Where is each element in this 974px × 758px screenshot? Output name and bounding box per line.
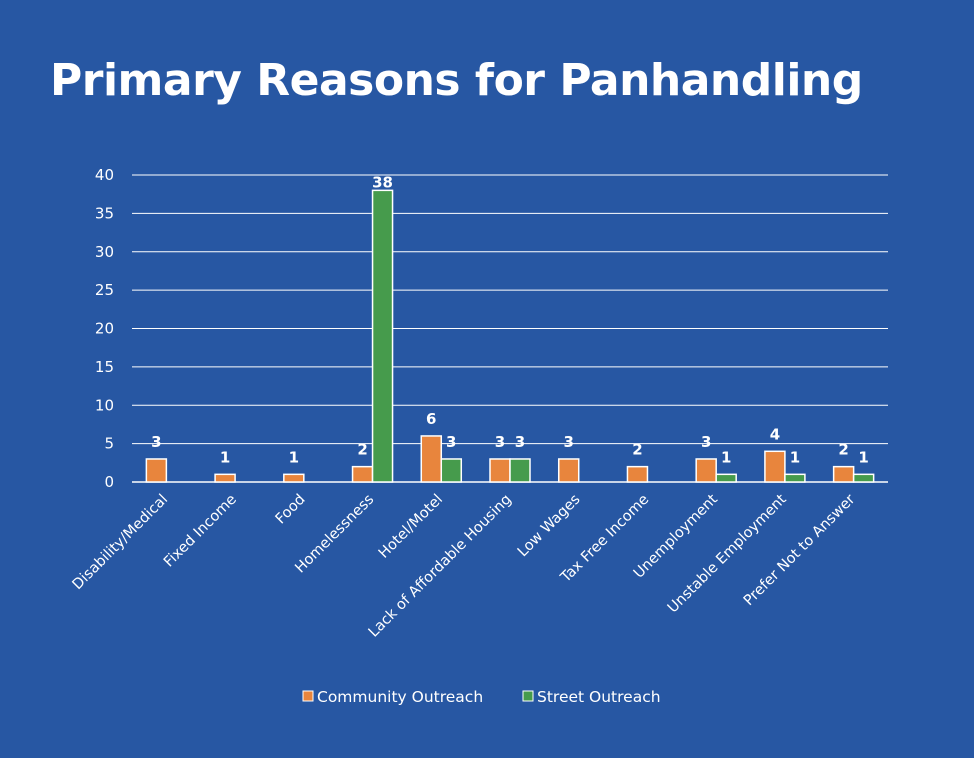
data-label: 1 bbox=[790, 448, 800, 466]
bar-street-outreach bbox=[509, 458, 531, 483]
data-label: 1 bbox=[220, 448, 230, 466]
bar-community-outreach bbox=[145, 458, 168, 483]
data-label: 2 bbox=[838, 441, 848, 459]
y-tick-label: 30 bbox=[95, 243, 114, 261]
data-label: 3 bbox=[446, 433, 456, 451]
bar-community-outreach bbox=[351, 465, 374, 483]
bar-community-outreach bbox=[420, 435, 443, 483]
bar-community-outreach bbox=[283, 473, 305, 483]
data-label: 38 bbox=[372, 173, 393, 191]
data-label: 1 bbox=[289, 448, 299, 466]
y-tick-label: 0 bbox=[104, 473, 114, 491]
y-tick-label: 20 bbox=[95, 320, 114, 338]
x-tick-label: Food bbox=[273, 492, 309, 528]
y-tick-label: 35 bbox=[95, 204, 114, 222]
y-tick-label: 25 bbox=[95, 281, 114, 299]
bar-community-outreach bbox=[764, 450, 786, 483]
data-label: 6 bbox=[426, 410, 436, 428]
x-tick-label: Prefer Not to Answer bbox=[741, 491, 859, 609]
x-tick-label: Lack of Affordable Housing bbox=[366, 492, 515, 641]
bar-community-outreach bbox=[489, 458, 511, 483]
bar-community-outreach bbox=[214, 473, 236, 483]
bar-community-outreach bbox=[832, 465, 855, 483]
bar-street-outreach bbox=[852, 473, 875, 483]
x-tick-label: Hotel/Motel bbox=[376, 492, 446, 562]
chart-title: Primary Reasons for Panhandling bbox=[50, 55, 863, 106]
data-label: 3 bbox=[701, 433, 711, 451]
x-tick-label: Fixed Income bbox=[161, 491, 240, 570]
y-tick-label: 10 bbox=[95, 396, 114, 414]
bar-street-outreach bbox=[784, 473, 806, 483]
x-tick-label: Unstable Employment bbox=[665, 491, 790, 616]
data-label: 3 bbox=[495, 433, 505, 451]
bar-community-outreach bbox=[626, 465, 649, 483]
y-tick-label: 5 bbox=[104, 435, 114, 453]
data-label: 3 bbox=[515, 433, 525, 451]
data-label: 2 bbox=[357, 441, 367, 459]
data-label: 2 bbox=[632, 441, 642, 459]
bar-street-outreach bbox=[371, 189, 394, 483]
data-label: 3 bbox=[564, 433, 574, 451]
legend-swatch-icon bbox=[302, 690, 314, 702]
legend-label: Street Outreach bbox=[537, 688, 661, 706]
bar-community-outreach bbox=[695, 458, 717, 483]
y-tick-label: 40 bbox=[95, 166, 114, 184]
legend-label: Community Outreach bbox=[317, 688, 483, 706]
data-label: 1 bbox=[721, 448, 731, 466]
x-tick-label: Disability/Medical bbox=[70, 492, 172, 594]
x-tick-label: Low Wages bbox=[515, 492, 584, 561]
bar-street-outreach bbox=[715, 473, 737, 483]
legend-swatch-icon bbox=[522, 690, 534, 702]
bar-street-outreach bbox=[440, 458, 463, 483]
y-tick-label: 15 bbox=[95, 358, 114, 376]
data-label: 1 bbox=[858, 448, 868, 466]
data-label: 4 bbox=[770, 425, 780, 443]
data-label: 3 bbox=[151, 433, 161, 451]
bar-community-outreach bbox=[557, 458, 580, 483]
